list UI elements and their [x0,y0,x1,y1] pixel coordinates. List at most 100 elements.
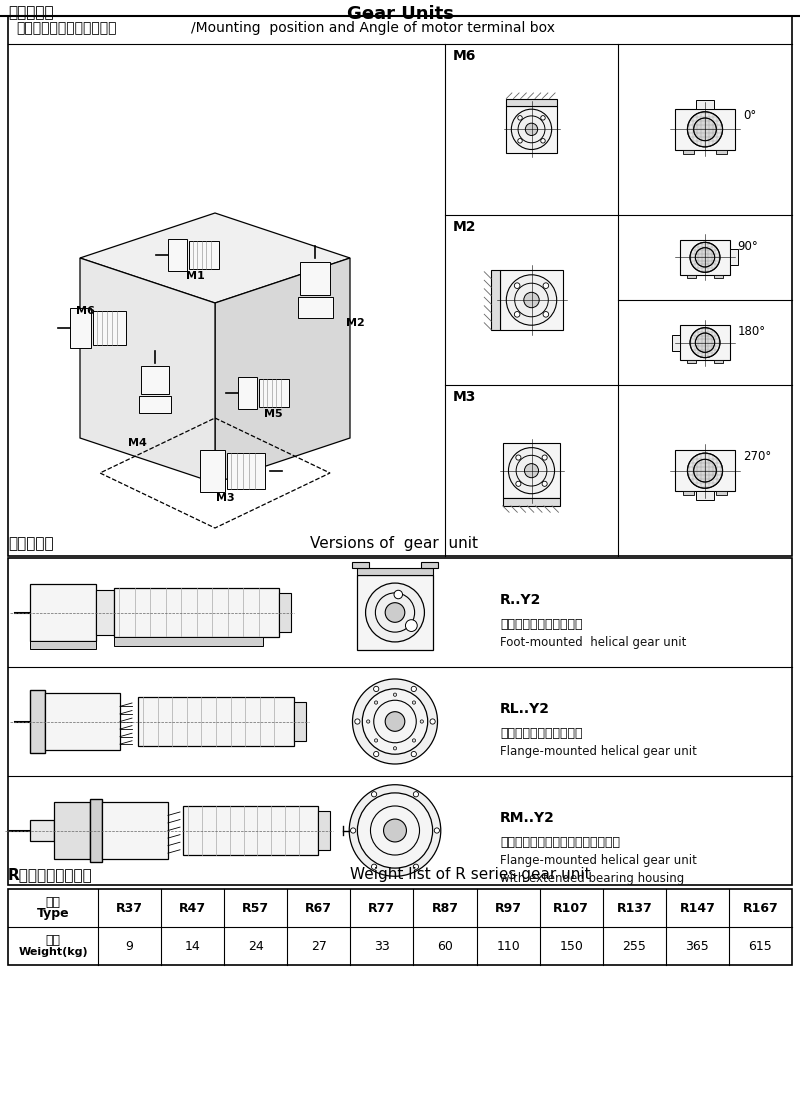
Bar [506,99,557,106]
Bar [70,308,91,348]
Circle shape [394,747,397,750]
Text: 底脚安装斜齿轮减速电机: 底脚安装斜齿轮减速电机 [500,618,582,631]
Text: 14: 14 [185,939,201,953]
Circle shape [690,327,720,357]
Text: 365: 365 [686,939,710,953]
Bar [226,453,265,489]
Text: Weight list of R series gear unit: Weight list of R series gear unit [350,867,590,881]
Text: 24: 24 [248,939,264,953]
Bar [167,239,186,270]
Text: 27: 27 [311,939,326,953]
Text: 60: 60 [437,939,453,953]
Polygon shape [80,258,215,483]
Circle shape [350,785,441,876]
Circle shape [694,460,716,482]
Bar [90,799,102,861]
Circle shape [406,620,418,631]
Bar [30,820,54,840]
Circle shape [350,828,356,834]
Circle shape [414,864,418,869]
Text: 255: 255 [622,939,646,953]
Bar [683,491,694,495]
Circle shape [430,719,435,725]
Circle shape [374,739,378,742]
Text: M4: M4 [127,439,146,449]
Circle shape [362,689,428,755]
Circle shape [385,603,405,622]
Bar [421,562,438,568]
Bar [491,270,500,329]
Bar [139,395,171,413]
Text: Versions of  gear  unit: Versions of gear unit [310,536,478,551]
Text: 加长轴承座法兰安装的斜齿轮减速机: 加长轴承座法兰安装的斜齿轮减速机 [500,836,620,849]
Circle shape [695,333,714,353]
Text: R系列减速机重量表: R系列减速机重量表 [8,867,93,881]
Bar [298,297,333,318]
Text: 减速机型式: 减速机型式 [8,536,54,551]
Circle shape [374,701,378,705]
Circle shape [394,693,397,697]
Text: 安装方位及电机接线盒角度: 安装方位及电机接线盒角度 [16,21,117,35]
Bar [30,641,96,649]
Circle shape [394,590,402,599]
Text: 110: 110 [496,939,520,953]
Text: M6: M6 [453,49,476,63]
Bar [506,106,557,154]
Circle shape [411,687,417,691]
Circle shape [543,312,549,317]
Bar [138,698,294,746]
Circle shape [543,283,549,288]
Circle shape [694,118,716,140]
Bar [716,149,726,154]
Text: 270°: 270° [742,451,771,463]
Circle shape [371,791,377,797]
Circle shape [420,720,423,723]
Circle shape [516,455,521,460]
Text: R77: R77 [368,902,395,915]
Bar [714,359,723,363]
Text: M2: M2 [346,318,364,328]
Text: R..Y2: R..Y2 [500,593,542,607]
Bar [8,558,792,885]
Text: R37: R37 [116,902,143,915]
Bar [30,690,45,752]
Bar [114,638,262,646]
Circle shape [516,481,521,486]
Bar [716,491,726,495]
Text: M2: M2 [453,219,477,234]
Text: RM..Y2: RM..Y2 [500,811,555,825]
Bar [502,443,560,498]
Bar [114,588,279,638]
Circle shape [542,481,547,486]
Bar [695,100,714,109]
Bar [675,451,734,491]
Bar [93,311,126,345]
Bar [30,584,96,641]
Text: 型号: 型号 [46,896,61,908]
Circle shape [542,455,547,460]
Bar [8,889,792,965]
Bar [238,377,257,408]
Text: M3: M3 [216,493,234,503]
Bar [695,491,714,501]
Text: Type: Type [37,907,70,920]
Bar [189,242,219,268]
Text: with extended bearing housing: with extended bearing housing [500,871,684,885]
Text: R47: R47 [179,902,206,915]
Bar [353,562,369,568]
Bar [358,568,433,575]
Circle shape [434,828,439,834]
Circle shape [506,275,557,325]
Circle shape [374,751,379,757]
Bar [680,240,730,275]
Text: 0°: 0° [742,109,756,122]
Bar [200,450,225,492]
Bar [500,270,563,329]
Bar [300,262,330,295]
Text: 齿轮减速机: 齿轮减速机 [8,4,54,20]
Circle shape [687,111,722,147]
Bar [714,275,723,278]
Text: R87: R87 [431,902,458,915]
Bar [258,380,289,406]
Circle shape [412,701,415,705]
